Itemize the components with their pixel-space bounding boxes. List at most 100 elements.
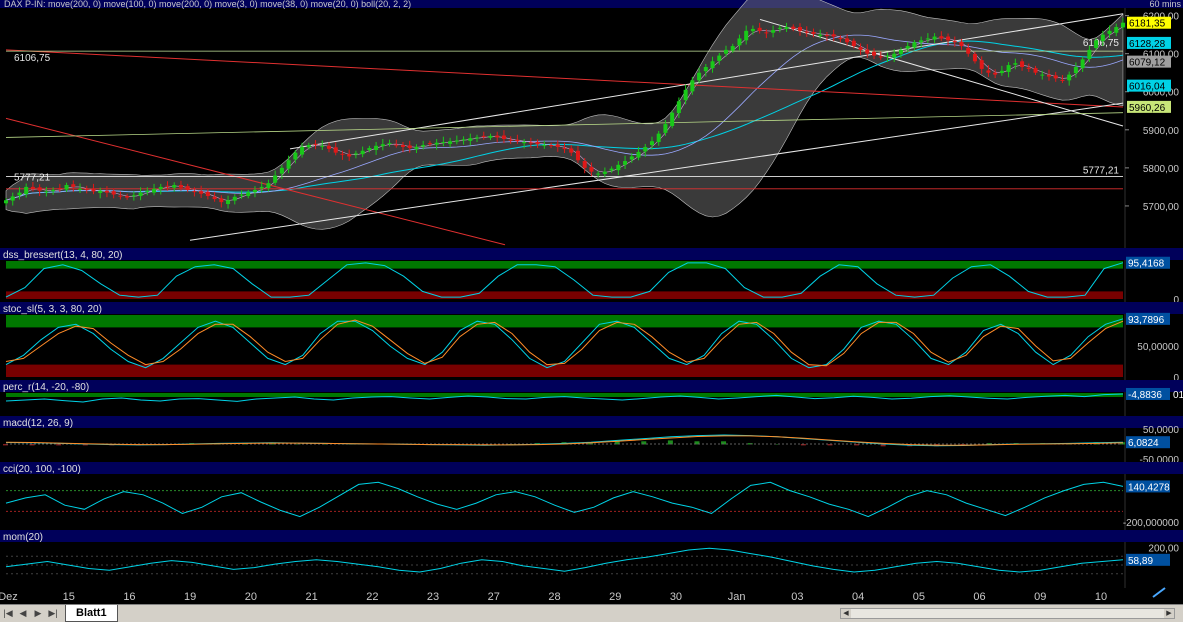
candle-body bbox=[1033, 68, 1038, 73]
level-label-left: 5777,21 bbox=[14, 173, 51, 184]
indicator-last-value: 58,89 bbox=[1128, 556, 1153, 567]
scroll-left-icon[interactable]: ◀ bbox=[841, 609, 851, 618]
candle-body bbox=[656, 133, 661, 142]
candle-body bbox=[407, 145, 412, 149]
candle-body bbox=[421, 145, 426, 147]
candle-body bbox=[643, 146, 648, 152]
candle-body bbox=[629, 156, 634, 160]
indicator-last-suffix: 01 bbox=[1173, 390, 1183, 401]
x-axis-label: 16 bbox=[123, 591, 135, 603]
y-tick-label: 5800,00 bbox=[1143, 164, 1180, 175]
candle-body bbox=[219, 198, 224, 203]
candle-body bbox=[145, 190, 150, 192]
candle-body bbox=[663, 124, 668, 133]
x-axis-label: 15 bbox=[63, 591, 75, 603]
price-badge-bg bbox=[1127, 16, 1171, 29]
scroll-right-icon[interactable]: ▶ bbox=[1164, 609, 1174, 618]
candle-body bbox=[1026, 67, 1031, 69]
oversold-zone bbox=[6, 364, 1123, 377]
prev-sheet-icon[interactable]: ◀ bbox=[19, 608, 27, 618]
next-sheet-icon[interactable]: ▶ bbox=[34, 608, 42, 618]
candle-body bbox=[1053, 75, 1058, 79]
candle-body bbox=[932, 36, 937, 40]
x-axis-label: 19 bbox=[184, 591, 196, 603]
trading-chart-area[interactable]: DAX P-IN: move(200, 0) move(100, 0) move… bbox=[0, 0, 1183, 604]
x-axis-label: 03 bbox=[791, 591, 803, 603]
candle-body bbox=[427, 143, 432, 145]
candle-body bbox=[986, 70, 991, 73]
indicator-y-tick: 200,00 bbox=[1148, 543, 1179, 554]
candle-body bbox=[185, 186, 190, 190]
candle-body bbox=[84, 189, 89, 191]
candle-body bbox=[993, 72, 998, 75]
candle-body bbox=[919, 40, 924, 43]
x-axis-label: 10 bbox=[1095, 591, 1107, 603]
candle-body bbox=[104, 190, 109, 193]
y-tick-label: 6100,00 bbox=[1143, 50, 1180, 61]
candle-body bbox=[414, 146, 419, 150]
candle-body bbox=[232, 196, 237, 201]
candle-body bbox=[925, 38, 930, 40]
indicator-y-tick: -50,0000 bbox=[1140, 455, 1180, 466]
candle-body bbox=[885, 55, 890, 57]
indicator-title: mom(20) bbox=[3, 532, 43, 543]
candle-body bbox=[178, 185, 183, 188]
indicator-header-4 bbox=[0, 416, 1183, 428]
macd-histogram-bar bbox=[800, 444, 806, 446]
candle-body bbox=[851, 40, 856, 47]
last-sheet-icon[interactable]: ▶| bbox=[48, 608, 58, 618]
candle-body bbox=[394, 144, 399, 146]
candle-body bbox=[333, 147, 338, 153]
candle-body bbox=[683, 89, 688, 101]
horizontal-scrollbar[interactable]: ◀ ▶ bbox=[840, 608, 1175, 619]
indicator-series-line bbox=[5, 547, 1124, 573]
candle-body bbox=[710, 61, 715, 69]
main-panel-header bbox=[0, 0, 1183, 8]
candle-body bbox=[522, 141, 527, 144]
candle-body bbox=[1080, 59, 1085, 69]
candle-body bbox=[905, 46, 910, 49]
candle-body bbox=[286, 160, 291, 169]
candle-body bbox=[78, 188, 83, 190]
x-axis-label: 29 bbox=[609, 591, 621, 603]
candle-body bbox=[1040, 74, 1045, 76]
indicator-series-line bbox=[5, 319, 1124, 367]
indicator-y-tick: -200,000000 bbox=[1123, 518, 1180, 529]
candle-body bbox=[347, 154, 352, 157]
x-axis-label: 23 bbox=[427, 591, 439, 603]
candle-body bbox=[703, 67, 708, 72]
candle-body bbox=[1107, 30, 1112, 34]
candle-body bbox=[131, 195, 136, 197]
candle-body bbox=[582, 161, 587, 168]
indicator-y-tick: 0 bbox=[1173, 295, 1179, 306]
candle-body bbox=[737, 38, 742, 46]
candle-body bbox=[636, 151, 641, 158]
trendline-green bbox=[5, 112, 1124, 138]
price-badge-bg bbox=[1127, 79, 1171, 92]
candle-body bbox=[64, 185, 69, 190]
macd-histogram-bar bbox=[774, 444, 780, 445]
indicator-title: cci(20, 100, -100) bbox=[3, 464, 81, 475]
candle-body bbox=[125, 196, 130, 198]
x-axis-label: 06 bbox=[973, 591, 985, 603]
candle-body bbox=[468, 138, 473, 141]
candle-body bbox=[1067, 74, 1072, 81]
chart-canvas[interactable]: DAX P-IN: move(200, 0) move(100, 0) move… bbox=[0, 0, 1183, 604]
candle-body bbox=[293, 152, 298, 160]
indicator-last-value: -4,8836 bbox=[1128, 390, 1162, 401]
candle-body bbox=[623, 161, 628, 165]
candle-body bbox=[602, 171, 607, 174]
candle-body bbox=[562, 148, 567, 150]
candle-body bbox=[1060, 79, 1065, 81]
trendline-white-channel bbox=[289, 13, 1124, 150]
indicator-title: perc_r(14, -20, -80) bbox=[3, 382, 89, 393]
sheet-tab-bar: |◀ ◀ ▶ ▶| Blatt1 ◀ ▶ bbox=[0, 604, 1183, 622]
first-sheet-icon[interactable]: |◀ bbox=[3, 608, 13, 618]
candle-body bbox=[616, 164, 621, 171]
sheet-tab-blatt1[interactable]: Blatt1 bbox=[65, 605, 118, 622]
candle-body bbox=[205, 191, 210, 197]
candle-body bbox=[979, 60, 984, 69]
candle-body bbox=[649, 141, 654, 146]
candle-body bbox=[57, 188, 62, 190]
candle-body bbox=[172, 185, 177, 188]
